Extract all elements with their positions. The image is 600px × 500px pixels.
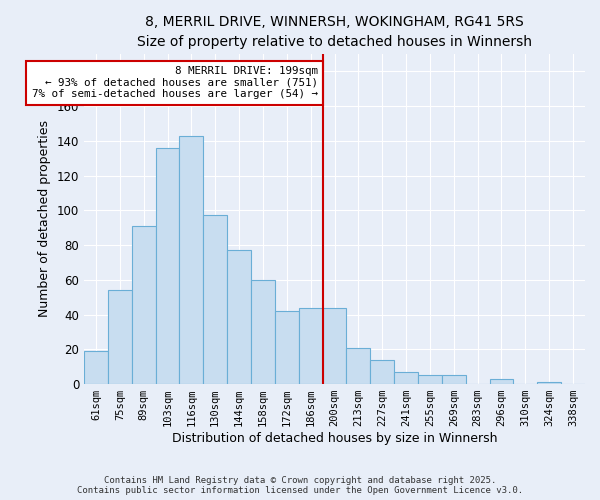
Bar [203, 216, 227, 384]
Bar [418, 376, 442, 384]
Text: 8 MERRIL DRIVE: 199sqm
← 93% of detached houses are smaller (751)
7% of semi-det: 8 MERRIL DRIVE: 199sqm ← 93% of detached… [32, 66, 318, 99]
Bar [370, 360, 394, 384]
Bar [132, 226, 155, 384]
Bar [346, 348, 370, 384]
Y-axis label: Number of detached properties: Number of detached properties [38, 120, 51, 318]
Bar [155, 148, 179, 384]
Bar [299, 308, 323, 384]
Title: 8, MERRIL DRIVE, WINNERSH, WOKINGHAM, RG41 5RS
Size of property relative to deta: 8, MERRIL DRIVE, WINNERSH, WOKINGHAM, RG… [137, 15, 532, 48]
Bar [442, 376, 466, 384]
X-axis label: Distribution of detached houses by size in Winnersh: Distribution of detached houses by size … [172, 432, 497, 445]
Bar [227, 250, 251, 384]
Bar [323, 308, 346, 384]
Bar [537, 382, 561, 384]
Bar [275, 311, 299, 384]
Bar [394, 372, 418, 384]
Bar [251, 280, 275, 384]
Text: Contains HM Land Registry data © Crown copyright and database right 2025.
Contai: Contains HM Land Registry data © Crown c… [77, 476, 523, 495]
Bar [108, 290, 132, 384]
Bar [490, 379, 514, 384]
Bar [179, 136, 203, 384]
Bar [84, 351, 108, 384]
